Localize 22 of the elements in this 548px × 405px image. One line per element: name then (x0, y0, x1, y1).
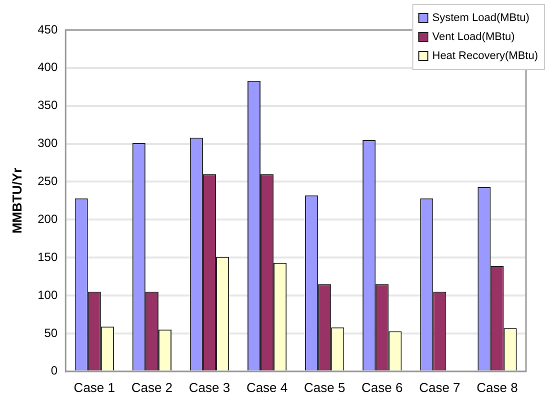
x-tick-label: Case 4 (246, 380, 288, 395)
x-tick-label: Case 5 (304, 380, 346, 395)
x-tick-label: Case 6 (362, 380, 403, 395)
x-tick-label: Case 7 (419, 380, 460, 395)
x-tick-label: Case 3 (188, 380, 230, 395)
y-tick-label: 50 (44, 326, 58, 340)
y-tick-label: 250 (38, 174, 58, 188)
y-axis-title: MMBTU/Yr (9, 168, 24, 234)
legend-label: Heat Recovery(MBtu) (432, 50, 538, 62)
x-tick-label: Case 2 (131, 380, 173, 395)
y-tick-label: 300 (38, 136, 58, 150)
y-tick-label: 100 (38, 288, 58, 302)
x-tick-label: Case 1 (74, 380, 115, 395)
y-tick-label: 200 (38, 212, 58, 226)
y-tick-label: 0 (50, 364, 58, 378)
x-tick-label: Case 8 (476, 380, 518, 395)
legend-label: System Load(MBtu) (432, 12, 530, 24)
legend-label: Vent Load(MBtu) (432, 31, 515, 44)
y-tick-label: 450 (38, 22, 58, 36)
y-tick-label: 150 (38, 250, 58, 264)
y-tick-label: 400 (38, 60, 58, 74)
y-tick-label: 350 (38, 98, 58, 112)
